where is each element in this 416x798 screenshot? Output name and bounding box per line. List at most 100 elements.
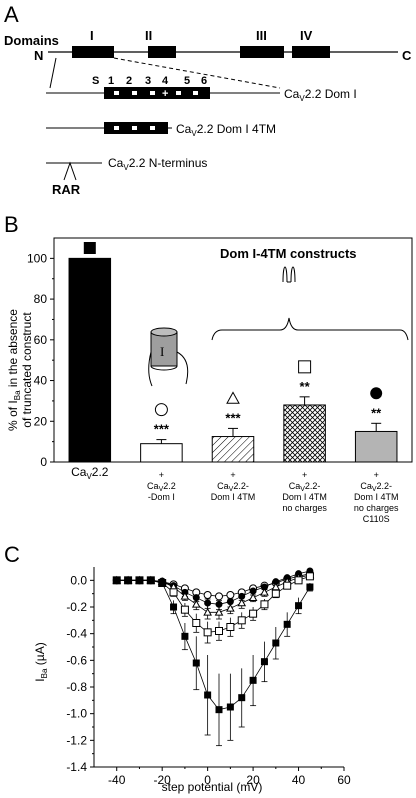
data-point [260,658,268,666]
domain-iii-block [240,46,284,58]
domain-iv-label: IV [300,28,313,43]
significance-label: *** [225,410,241,425]
data-point [295,602,303,610]
panel-b-category-labels: CaV2.2 +CaV2.2-Dom I+CaV2.2-Dom I 4TM+CaV… [71,465,399,524]
data-point [214,607,224,616]
panel-b-ytick-label: 0 [40,455,47,469]
data-point [192,594,200,602]
group-label: Dom I-4TM constructs [220,246,357,261]
segment-5-label: 5 [184,75,190,87]
data-point [249,609,258,618]
data-point [124,576,132,584]
bar [354,430,398,463]
segment-gap [114,126,119,130]
group-bracket [211,317,409,341]
data-point [170,603,178,611]
construct-dom-i-4tm-label: CaV2.2 Dom I 4TM [176,122,276,138]
svg-text:% of IBa in the absence: % of IBa in the absence [6,309,22,431]
panel-c-xtick-label: -40 [108,773,126,787]
panel-b-ytick-label: 80 [34,292,48,306]
panel-b-ytick-label: 20 [34,414,48,428]
panel-b-label: B [4,212,19,237]
panel-c-ytick-label: -1.2 [66,733,87,747]
category-label-line: CaV2.2- [217,481,249,493]
data-point [260,587,269,596]
significance-label: ** [300,379,311,394]
segment-4-label: 4 [162,75,169,87]
panel-b-ylabel: % of IBa in the absence of truncated con… [6,309,34,431]
panel-b-bars: ********** [68,242,398,463]
bar-legend-marker [226,391,240,404]
data-point [226,603,235,612]
panel-c-xtick-label: 60 [337,773,351,787]
category-label-line: + [159,470,164,480]
panel-c-axes: 0.0 -0.2 -0.4 -0.6 -0.8 -1.0 -1.2 -1.4 -40 -20 0 20… [66,567,351,787]
series-line [116,579,311,711]
data-point [226,591,235,599]
segment-gap [150,126,155,130]
panel-c: C IBa (µA) step potential (mV) 0.0 -0.2 -0… [4,542,351,794]
data-point [181,632,189,640]
panel-c-ytick-label: -0.4 [66,627,87,641]
data-point [260,600,269,609]
segment-gap [132,126,137,130]
category-label-line: + [230,470,235,480]
panel-c-xtick-label: 40 [292,773,306,787]
data-point [283,620,291,628]
data-point [147,576,155,584]
data-point [238,694,246,702]
category-label-line: + [302,470,307,480]
bar-legend-marker [83,242,96,254]
data-point [215,592,223,601]
rar-label: RAR [52,182,81,197]
panel-b-axes: 0 20 40 60 80 100 [27,237,413,469]
segment-gap [150,91,155,95]
data-point [180,591,190,600]
bar [140,443,183,463]
panel-c-xtick-label: -20 [154,773,172,787]
category-label-line: C110S [363,514,390,524]
data-point [158,579,166,587]
data-point [294,576,303,585]
bar-legend-marker [154,403,168,417]
data-point [226,623,235,631]
series-line [116,570,310,605]
data-point [249,676,257,684]
rar-motif-marker [63,161,77,181]
data-point [226,703,234,711]
segment-gap [176,91,181,95]
bar [211,436,255,463]
data-point [260,583,268,591]
data-point [203,591,212,599]
segment-gap [193,91,198,95]
panel-c-ytick-label: -1.0 [66,707,87,721]
data-point [248,593,258,601]
significance-label: ** [371,405,382,420]
category-label-line: Dom I 4TM [354,492,399,502]
svg-text:I: I [160,344,164,359]
segment-1-label: 1 [108,75,114,87]
segment-3-label: 3 [145,75,151,87]
panel-b: B % of IBa in the absence of truncated c… [4,212,413,524]
data-point [192,659,200,667]
data-point [215,706,223,714]
data-point [215,627,223,635]
c-terminus-label: C [402,48,412,63]
data-point [305,572,314,581]
category-label-line: + [374,470,379,480]
data-point [192,619,201,627]
data-point [226,598,234,606]
domain-iv-block [292,46,330,58]
domain-ii-label: II [145,28,152,43]
data-point [249,587,257,595]
data-point [204,599,212,607]
panel-c-ytick-label: -1.4 [66,760,87,774]
data-point [238,592,246,600]
category-label-line: Dom I 4TM [211,492,256,502]
data-point [271,589,280,598]
panel-a: A Domains N C I II III IV S 1 2 3 4 5 6 … [4,2,412,197]
data-point [306,583,314,591]
data-point [113,576,121,584]
panel-c-data [112,567,315,747]
segment-gap [132,91,137,95]
